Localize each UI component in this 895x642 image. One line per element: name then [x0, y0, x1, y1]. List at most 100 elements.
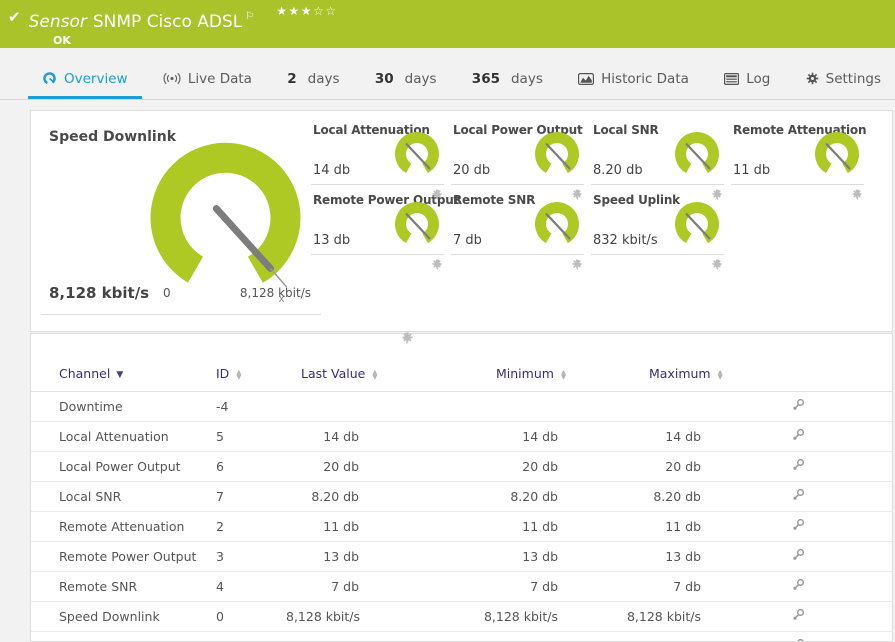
- channel-name-cell: Remote Power Output: [31, 541, 216, 572]
- gauge-title: Speed Uplink: [593, 193, 680, 207]
- column-last-value[interactable]: Last Value ▲ ▼: [286, 358, 377, 392]
- last-value-cell: 11 db: [286, 511, 361, 542]
- channel-settings-icon[interactable]: [703, 451, 892, 482]
- gauge-scale-max: 8,128 kbit/s: [239, 286, 311, 300]
- gauge-dial: [815, 132, 859, 176]
- channel-id-cell: 5: [216, 421, 286, 452]
- gauge-tile-remote-power-output[interactable]: Remote Power Output 13 db: [311, 191, 459, 270]
- table-row: Speed Uplink 1 832 kbit/s 832 kbit/s 832…: [31, 631, 892, 641]
- channel-id-cell: 0: [216, 601, 286, 632]
- table-row: Local Attenuation 5 14 db 14 db 14 db: [31, 421, 892, 452]
- gauges-panel: Speed Downlink x 8,128 kbit/s 0 8,128 kb…: [30, 110, 893, 344]
- gauge-value: 8.20 db: [593, 163, 643, 178]
- gauge-dial: [535, 202, 579, 246]
- gauge-dial: [395, 202, 439, 246]
- maximum-cell: 832 kbit/s: [561, 631, 703, 641]
- column-label: ID: [216, 366, 230, 381]
- minimum-cell: 11 db: [361, 511, 561, 542]
- historic-data-icon: [578, 72, 595, 85]
- tab-number: 30: [374, 70, 394, 87]
- column-maximum[interactable]: Maximum ▲ ▼: [561, 358, 723, 392]
- table-row: Downtime -4: [31, 391, 892, 422]
- gauge-value: 8,128 kbit/s: [49, 284, 150, 302]
- status-text: OK: [53, 34, 71, 47]
- table-row: Remote Attenuation 2 11 db 11 db 11 db: [31, 511, 892, 542]
- column-minimum[interactable]: Minimum ▲ ▼: [361, 358, 566, 392]
- gauge-tile-local-attenuation[interactable]: Local Attenuation 14 db: [311, 121, 444, 200]
- channel-name-cell: Remote SNR: [31, 571, 216, 602]
- maximum-cell: 8.20 db: [561, 481, 703, 512]
- channel-settings-icon[interactable]: [703, 631, 892, 641]
- last-value-cell: 13 db: [286, 541, 361, 572]
- gauge-tile-remote-attenuation[interactable]: Remote Attenuation 11 db: [731, 121, 867, 200]
- channel-id-cell: 2: [216, 511, 286, 542]
- star-rating[interactable]: ★★★☆☆: [276, 4, 338, 18]
- table-row: Local SNR 7 8.20 db 8.20 db 8.20 db: [31, 481, 892, 512]
- gauge-tile-local-power-output[interactable]: Local Power Output 20 db: [451, 121, 584, 200]
- column-label: Last Value: [301, 366, 366, 381]
- maximum-cell: 7 db: [561, 571, 703, 602]
- minimum-cell: 832 kbit/s: [361, 631, 561, 641]
- gauge-scale-min: 0: [163, 286, 171, 300]
- gauge-tile-local-snr[interactable]: Local SNR 8.20 db: [591, 121, 724, 200]
- maximum-cell: 14 db: [561, 421, 703, 452]
- gauge-dial: [675, 202, 719, 246]
- priority-flag-icon[interactable]: ⚐: [245, 11, 255, 22]
- maximum-cell: 8,128 kbit/s: [561, 601, 703, 632]
- last-value-cell: 8,128 kbit/s: [286, 601, 361, 632]
- channel-settings-icon[interactable]: [703, 601, 892, 632]
- minimum-cell: 13 db: [361, 541, 561, 572]
- sort-icon: ▲ ▼: [372, 367, 378, 381]
- channel-settings-icon[interactable]: [703, 571, 892, 602]
- channel-id-cell: 3: [216, 541, 286, 572]
- tab-label: Settings: [825, 70, 881, 87]
- tab-365-days[interactable]: 365 days: [458, 61, 557, 99]
- gauge-dial: [395, 132, 439, 176]
- tab-log[interactable]: Log: [710, 61, 784, 99]
- channel-name-cell: Local Power Output: [31, 451, 216, 482]
- tab-number: 365: [471, 70, 500, 87]
- tab-live-data[interactable]: Live Data: [149, 61, 266, 99]
- tab-historic-data[interactable]: Historic Data: [564, 61, 703, 99]
- table-row: Remote Power Output 3 13 db 13 db 13 db: [31, 541, 892, 572]
- channel-name-cell: Speed Downlink: [31, 601, 216, 632]
- channel-id-cell: 1: [216, 631, 286, 641]
- tab-label: days: [404, 70, 437, 87]
- channel-settings-icon[interactable]: [703, 391, 892, 422]
- channel-settings-icon[interactable]: [703, 421, 892, 452]
- tab-label: days: [307, 70, 340, 87]
- column-label: Channel: [59, 366, 111, 381]
- page-title: Sensor SNMP Cisco ADSL ⚐: [29, 6, 255, 33]
- last-value-cell: 7 db: [286, 571, 361, 602]
- channel-settings-icon[interactable]: [703, 481, 892, 512]
- column-channel[interactable]: Channel ▼: [31, 358, 216, 392]
- gauge-title: Local Attenuation: [313, 123, 430, 137]
- maximum-cell: 13 db: [561, 541, 703, 572]
- tab-30-days[interactable]: 30 days: [361, 61, 451, 99]
- channel-id-cell: 4: [216, 571, 286, 602]
- channel-name-cell: Local SNR: [31, 481, 216, 512]
- small-gauges-grid: Local Attenuation 14 db Local Power Outp…: [311, 121, 871, 270]
- minimum-cell: [361, 391, 561, 422]
- gauge-value: 11 db: [733, 163, 771, 178]
- gauge-value: 7 db: [453, 233, 482, 248]
- gauge-tile-remote-snr[interactable]: Remote SNR 7 db: [451, 191, 584, 270]
- needle-marker: x: [279, 293, 285, 305]
- tab-2-days[interactable]: 2 days: [273, 61, 353, 99]
- sort-icon: ▲ ▼: [560, 367, 566, 381]
- tab-overview[interactable]: Overview: [28, 61, 142, 99]
- tab-bar: Overview Live Data 2 days 30 days 365 da…: [0, 48, 895, 100]
- channel-name-cell: Remote Attenuation: [31, 511, 216, 542]
- channel-settings-icon[interactable]: [703, 541, 892, 572]
- maximum-cell: [561, 391, 703, 422]
- sort-icon: ▲ ▼: [236, 367, 242, 381]
- gauge-tile-speed-uplink[interactable]: Speed Uplink 832 kbit/s: [591, 191, 724, 270]
- gauge-value: 13 db: [313, 233, 351, 248]
- tab-settings[interactable]: Settings: [792, 61, 895, 99]
- channel-settings-icon[interactable]: [703, 511, 892, 542]
- gauge-tile-speed-downlink[interactable]: Speed Downlink x 8,128 kbit/s 0 8,128 kb…: [41, 117, 413, 344]
- settings-gear-icon: [806, 72, 819, 85]
- column-id[interactable]: ID ▲ ▼: [216, 358, 286, 392]
- gauge-dial: x: [150, 142, 301, 305]
- channel-name-cell: Downtime: [31, 391, 216, 422]
